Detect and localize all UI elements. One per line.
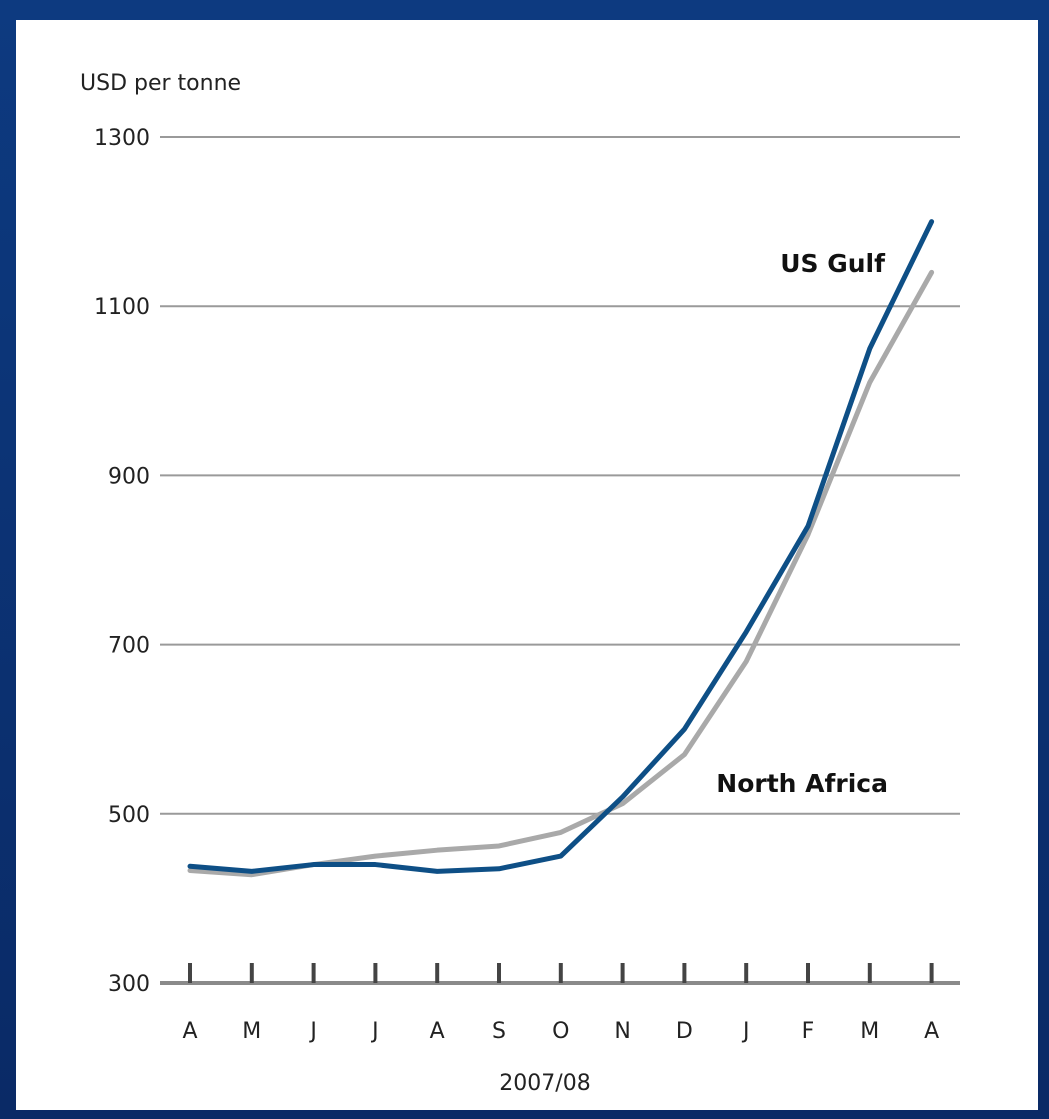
y-tick-label: 1300	[94, 126, 150, 151]
y-tick-label: 900	[108, 464, 150, 489]
y-tick-label: 300	[108, 972, 150, 997]
x-tick-label: A	[430, 1019, 445, 1044]
x-tick-label: O	[552, 1019, 569, 1044]
x-tick-label: A	[182, 1019, 197, 1044]
y-tick-label: 1100	[94, 295, 150, 320]
x-tick-label: F	[802, 1019, 815, 1044]
x-tick-label: D	[676, 1019, 693, 1044]
x-tick-label: M	[242, 1019, 261, 1044]
x-tick-label: J	[741, 1019, 750, 1044]
x-tick-label: S	[492, 1019, 506, 1044]
x-tick-label: N	[614, 1019, 630, 1044]
chart-panel	[16, 20, 1038, 1110]
x-tick-label: J	[308, 1019, 317, 1044]
y-tick-label: 700	[108, 634, 150, 659]
y-axis-title: USD per tonne	[80, 71, 241, 96]
x-tick-label: M	[860, 1019, 879, 1044]
series-label-us-gulf: US Gulf	[780, 249, 886, 278]
y-tick-label: 500	[108, 803, 150, 828]
x-tick-label: A	[924, 1019, 939, 1044]
x-tick-label: J	[370, 1019, 379, 1044]
x-axis-title: 2007/08	[499, 1071, 590, 1096]
series-label-north-africa: North Africa	[716, 769, 888, 798]
